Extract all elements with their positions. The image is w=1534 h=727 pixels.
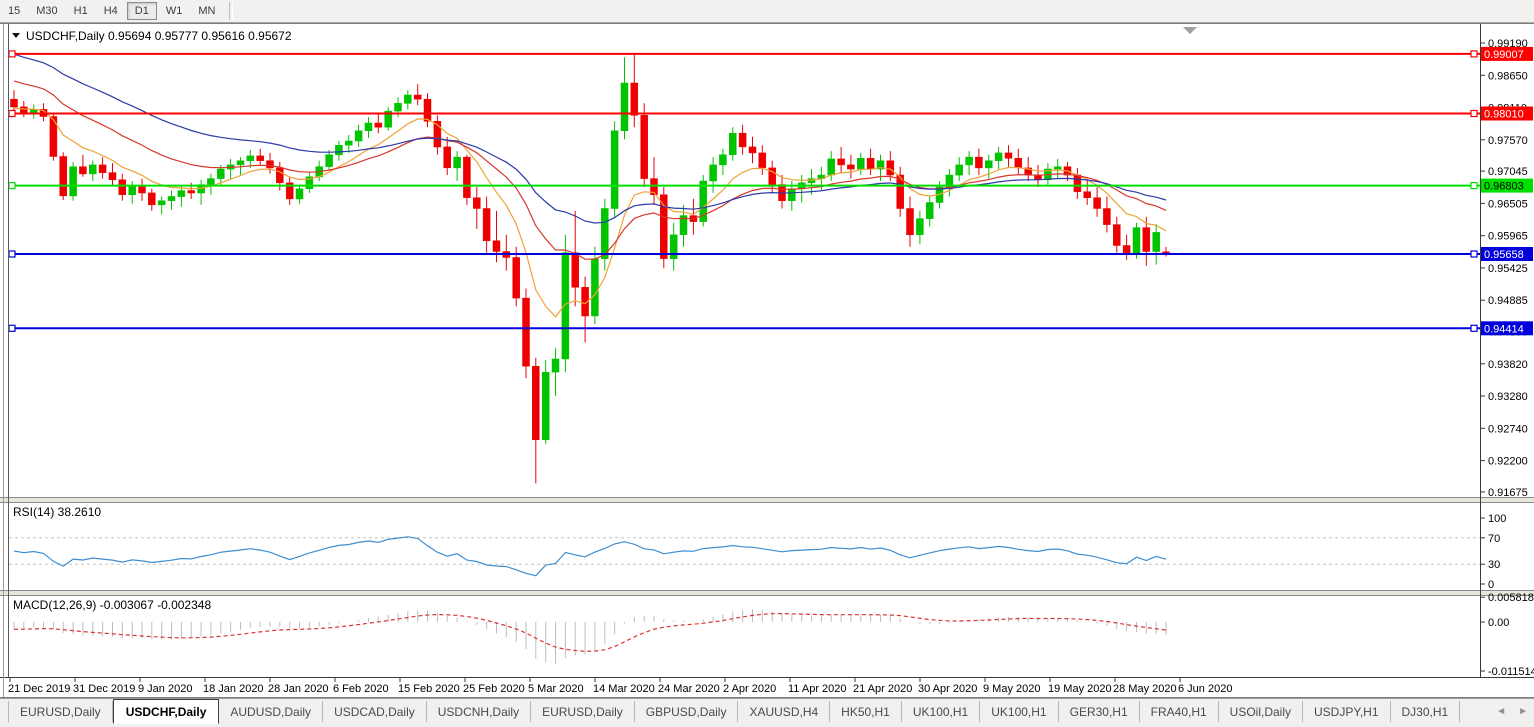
svg-text:0.94414: 0.94414 [1484,323,1524,335]
chart-background [0,23,1534,698]
timeframe-d1[interactable]: D1 [126,2,157,20]
svg-text:9 May 2020: 9 May 2020 [983,683,1040,695]
timeframe-15[interactable]: 15 [8,5,21,17]
svg-text:11 Apr 2020: 11 Apr 2020 [788,683,847,695]
svg-text:18 Jan 2020: 18 Jan 2020 [203,683,264,695]
panel-splitter-2[interactable] [0,590,1534,596]
svg-text:100: 100 [1488,513,1506,525]
tab-dj30-h1[interactable]: DJ30,H1 [1391,701,1461,722]
tab-usdjpy-h1[interactable]: USDJPY,H1 [1303,701,1391,722]
ma-fast-line [13,107,1167,318]
svg-text:0.97045: 0.97045 [1488,166,1528,178]
svg-text:25 Feb 2020: 25 Feb 2020 [463,683,525,695]
svg-text:21 Dec 2019: 21 Dec 2019 [8,683,70,695]
svg-text:0.95965: 0.95965 [1488,231,1528,243]
tab-eurusd-daily[interactable]: EURUSD,Daily [8,701,113,722]
chart-title: USDCHF,Daily 0.95694 0.95777 0.95616 0.9… [26,29,292,43]
svg-text:0.95425: 0.95425 [1488,263,1528,275]
macd-signal-line [13,612,1167,652]
svg-text:-0.011514: -0.011514 [1488,666,1534,678]
svg-text:0.96803: 0.96803 [1484,181,1524,193]
svg-text:70: 70 [1488,533,1500,545]
tab-fra40-h1[interactable]: FRA40,H1 [1140,701,1219,722]
svg-text:2 Apr 2020: 2 Apr 2020 [723,683,776,695]
svg-text:5 Mar 2020: 5 Mar 2020 [528,683,584,695]
svg-text:0.99007: 0.99007 [1484,49,1524,61]
svg-text:0.96505: 0.96505 [1488,198,1528,210]
tab-eurusd-daily[interactable]: EURUSD,Daily [531,701,635,722]
svg-text:0.98650: 0.98650 [1488,70,1528,82]
date-axis[interactable]: 21 Dec 2019 31 Dec 2019 9 Jan 2020 18 Jan 2… [0,677,1534,695]
timeframe-w1[interactable]: W1 [165,5,183,17]
svg-text:0.92740: 0.92740 [1488,423,1528,435]
svg-text:9 Jan 2020: 9 Jan 2020 [138,683,192,695]
svg-text:15 Feb 2020: 15 Feb 2020 [398,683,460,695]
svg-text:0.92200: 0.92200 [1488,456,1528,468]
chart-tabs: EURUSD,Daily USDCHF,Daily AUDUSD,Daily USDC… [0,699,1534,724]
svg-text:24 Mar 2020: 24 Mar 2020 [658,683,720,695]
tab-uk100-h1[interactable]: UK100,H1 [902,701,981,722]
timeframe-toolbar: 15 M30 H1 H4 D1 W1 MN [0,0,1534,23]
svg-text:14 Mar 2020: 14 Mar 2020 [593,683,655,695]
panel-splitter-1[interactable] [0,497,1534,503]
hline-0.99007[interactable] [8,50,1480,58]
svg-text:21 Apr 2020: 21 Apr 2020 [853,683,912,695]
tab-usdcad-daily[interactable]: USDCAD,Daily [323,701,427,722]
tab-scroll-right-icon[interactable]: ► [1518,706,1528,717]
price-axis[interactable]: 0.991900.986500.981100.975700.970450.965… [1480,24,1534,678]
timeframe-h1[interactable]: H1 [73,5,88,17]
rsi-line [13,536,1167,577]
svg-text:0.005818: 0.005818 [1488,592,1534,604]
svg-text:0.93820: 0.93820 [1488,359,1528,371]
timeframe-mn[interactable]: MN [198,5,216,17]
svg-text:30 Apr 2020: 30 Apr 2020 [918,683,977,695]
svg-text:0.94885: 0.94885 [1488,295,1528,307]
macd-subwindow: MACD(12,26,9) -0.003067 -0.002348 [13,598,1167,664]
chart-window-border [0,23,1534,698]
toolbar-divider [229,2,234,20]
tab-scroll-nav: ◄ ► [1496,707,1528,717]
hline-0.94414[interactable] [8,324,1480,332]
timeframe-m30[interactable]: M30 [36,5,58,17]
tab-xauusd-h4[interactable]: XAUUSD,H4 [738,701,831,722]
svg-text:31 Dec 2019: 31 Dec 2019 [73,683,135,695]
svg-text:30: 30 [1488,559,1500,571]
tab-usdcnh-daily[interactable]: USDCNH,Daily [427,701,532,722]
tab-uk100-h1[interactable]: UK100,H1 [980,701,1059,722]
svg-text:0.93280: 0.93280 [1488,391,1528,403]
svg-text:0.00: 0.00 [1488,617,1509,629]
tab-usdchf-daily[interactable]: USDCHF,Daily [112,699,220,724]
ma-medium-line [13,80,1167,260]
tab-hk50-h1[interactable]: HK50,H1 [830,701,902,722]
tab-ger30-h1[interactable]: GER30,H1 [1059,701,1140,722]
svg-text:0.95658: 0.95658 [1484,249,1524,261]
svg-text:6 Jun 2020: 6 Jun 2020 [1178,683,1232,695]
chart-tabbar: EURUSD,Daily USDCHF,Daily AUDUSD,Daily USDC… [0,698,1534,727]
macd-label: MACD(12,26,9) -0.003067 -0.002348 [13,598,211,612]
tab-scroll-left-icon[interactable]: ◄ [1496,706,1507,717]
tab-gbpusd-daily[interactable]: GBPUSD,Daily [635,701,739,722]
svg-text:28 Jan 2020: 28 Jan 2020 [268,683,329,695]
timeframe-h4[interactable]: H4 [103,5,118,17]
svg-text:0.91675: 0.91675 [1488,487,1528,499]
tab-audusd-daily[interactable]: AUDUSD,Daily [219,701,324,722]
chart-shift-marker-icon[interactable] [1183,27,1197,34]
rsi-label: RSI(14) 38.2610 [13,505,101,519]
svg-text:0.98010: 0.98010 [1484,109,1524,121]
rsi-subwindow: RSI(14) 38.2610 [9,505,1480,577]
svg-text:19 May 2020: 19 May 2020 [1048,683,1112,695]
hline-0.96803[interactable] [8,182,1480,190]
svg-text:28 May 2020: 28 May 2020 [1113,683,1177,695]
svg-text:6 Feb 2020: 6 Feb 2020 [333,683,389,695]
tab-usoil-daily[interactable]: USOil,Daily [1219,701,1304,722]
svg-text:0.97570: 0.97570 [1488,135,1528,147]
svg-text:0: 0 [1488,579,1494,591]
symbol-dropdown-icon[interactable] [12,33,20,38]
